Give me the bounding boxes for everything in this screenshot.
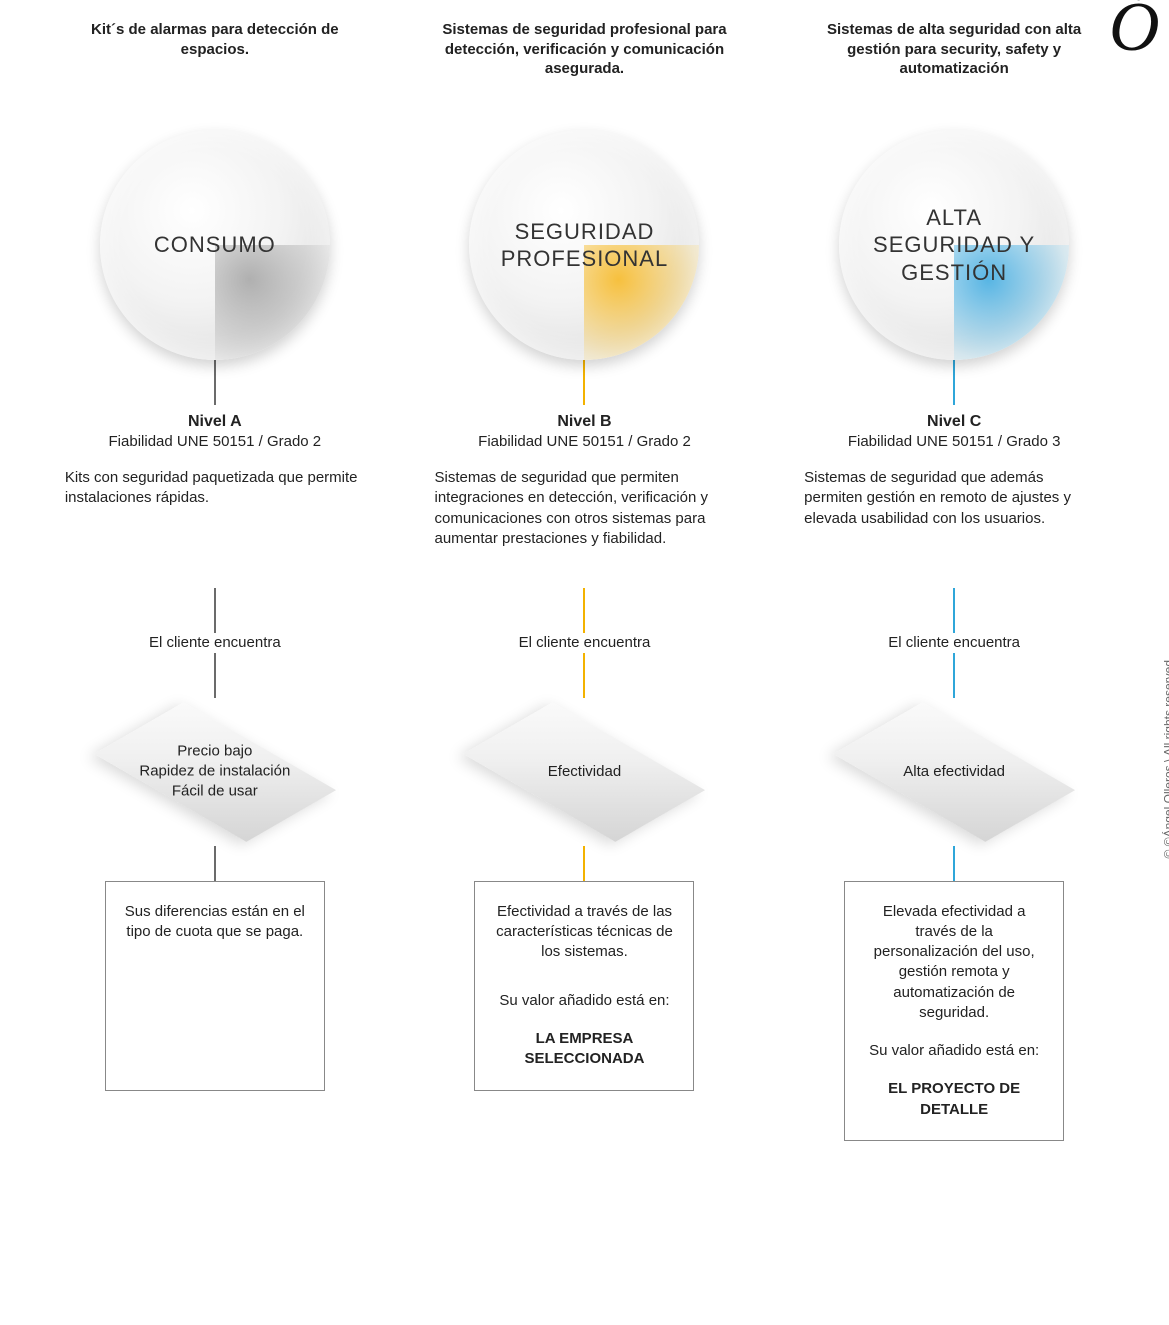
- column-c: Sistemas de alta seguridad con alta gest…: [794, 20, 1114, 1141]
- connector: [583, 360, 585, 405]
- col-c-level-sub: Fiabilidad UNE 50151 / Grado 3: [848, 433, 1061, 450]
- col-a-box-p1: Sus diferencias están en el tipo de cuot…: [124, 902, 306, 943]
- col-b-client: El cliente encuentra: [519, 633, 651, 653]
- col-a-slice: [215, 245, 330, 360]
- col-c-box-p1: Elevada efectividad a través de la perso…: [863, 902, 1045, 1024]
- col-a-client: El cliente encuentra: [149, 633, 281, 653]
- col-b-diamond-text: Efectividad: [454, 761, 714, 781]
- connector: [214, 360, 216, 405]
- side-credit: © ©Ángel Olleros \ All rights reserved: [1161, 660, 1169, 858]
- col-a-level-title: Nivel A: [188, 413, 242, 431]
- col-b-top-desc: Sistemas de seguridad profesional para d…: [424, 20, 744, 100]
- connector: [953, 846, 955, 881]
- col-b-box-p1: Efectividad a través de las característi…: [493, 902, 675, 963]
- col-c-circle-label: ALTA SEGURIDAD Y GESTIÓN: [839, 204, 1069, 287]
- col-b-level-title: Nivel B: [557, 413, 611, 431]
- col-a-level-sub: Fiabilidad UNE 50151 / Grado 2: [109, 433, 322, 450]
- corner-logo: Ó: [1109, 0, 1169, 70]
- columns-container: Kit´s de alarmas para detección de espac…: [0, 0, 1169, 1141]
- connector: [583, 653, 585, 698]
- col-b-box-added: Su valor añadido está en:: [493, 991, 675, 1011]
- col-b-circle-label: SEGURIDAD PROFESIONAL: [469, 218, 699, 273]
- connector: [953, 360, 955, 405]
- col-a-diamond: Precio bajoRapidez de instalaciónFácil d…: [85, 702, 345, 842]
- col-b-level-desc: Sistemas de seguridad que permiten integ…: [424, 468, 744, 588]
- col-b-circle: SEGURIDAD PROFESIONAL: [469, 130, 699, 360]
- col-a-top-desc: Kit´s de alarmas para detección de espac…: [55, 20, 375, 100]
- column-b: Sistemas de seguridad profesional para d…: [424, 20, 744, 1141]
- connector: [583, 588, 585, 633]
- col-c-box-bold: EL PROYECTO DE DETALLE: [863, 1079, 1045, 1120]
- col-c-circle: ALTA SEGURIDAD Y GESTIÓN: [839, 130, 1069, 360]
- connector: [583, 846, 585, 881]
- col-a-circle-label: CONSUMO: [139, 231, 291, 259]
- connector: [953, 588, 955, 633]
- col-a-result-box: Sus diferencias están en el tipo de cuot…: [105, 881, 325, 1091]
- col-c-diamond: Alta efectividad: [824, 702, 1084, 842]
- col-a-diamond-text: Precio bajoRapidez de instalaciónFácil d…: [85, 741, 345, 802]
- column-a: Kit´s de alarmas para detección de espac…: [55, 20, 375, 1141]
- col-c-client: El cliente encuentra: [888, 633, 1020, 653]
- connector: [214, 846, 216, 881]
- col-c-level-title: Nivel C: [927, 413, 981, 431]
- col-b-box-bold: LA EMPRESA SELECCIONADA: [493, 1029, 675, 1070]
- col-a-level-desc: Kits con seguridad paquetizada que permi…: [55, 468, 375, 588]
- col-c-top-desc: Sistemas de alta seguridad con alta gest…: [794, 20, 1114, 100]
- connector: [953, 653, 955, 698]
- connector: [214, 653, 216, 698]
- col-c-diamond-text: Alta efectividad: [824, 761, 1084, 781]
- col-b-diamond: Efectividad: [454, 702, 714, 842]
- col-c-result-box: Elevada efectividad a través de la perso…: [844, 881, 1064, 1141]
- col-b-level-sub: Fiabilidad UNE 50151 / Grado 2: [478, 433, 691, 450]
- connector: [214, 588, 216, 633]
- col-b-result-box: Efectividad a través de las característi…: [474, 881, 694, 1091]
- col-a-circle: CONSUMO: [100, 130, 330, 360]
- col-c-level-desc: Sistemas de seguridad que además permite…: [794, 468, 1114, 588]
- col-c-box-added: Su valor añadido está en:: [863, 1041, 1045, 1061]
